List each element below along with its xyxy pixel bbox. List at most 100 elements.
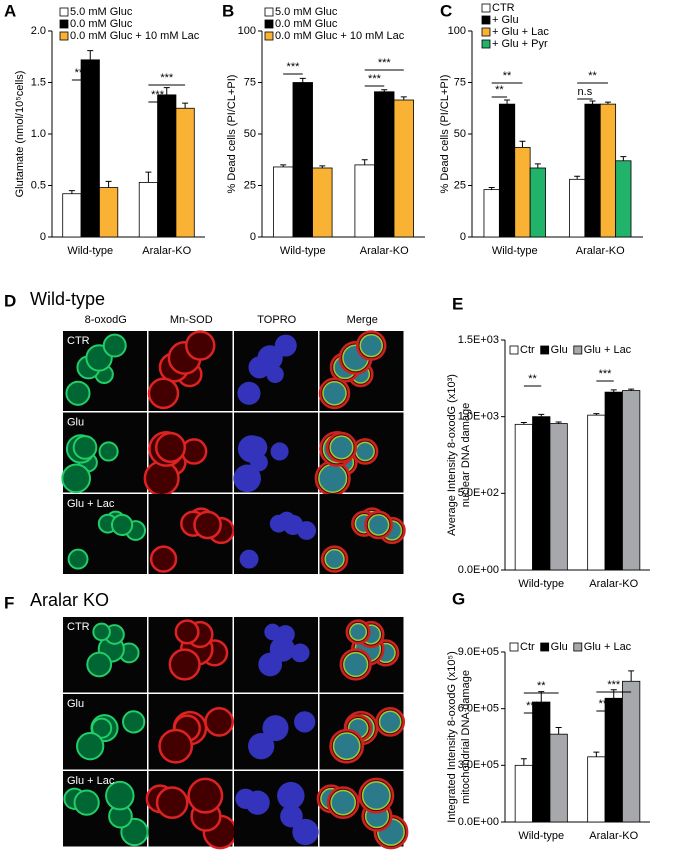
bar [514,146,531,238]
cell [264,623,281,641]
y-tick-label: 0.0E+00 [458,816,499,828]
cell [343,651,369,678]
significance-label: *** [287,61,301,73]
error-bar [488,187,495,190]
bar [529,167,546,238]
significance-label: *** [378,57,392,69]
bar [532,416,551,571]
y-tick-label: 5.0E+02 [458,487,499,499]
legend-swatch [481,15,491,25]
column-header: Merge [347,314,378,326]
cell [102,333,127,358]
y-tick-label: 6.0E+05 [458,703,499,715]
cell [332,732,361,761]
y-tick-label: 100 [448,25,466,37]
y-tick-label: 50 [244,128,256,140]
legend-label: + Glu + Pyr [492,38,548,50]
cell [244,436,268,459]
cell [292,818,319,846]
significance-label: ** [503,70,512,82]
significance-label: *** [599,698,613,710]
cell [122,710,146,734]
x-tick-label: Aralar-KO [142,245,191,257]
error-bar [604,101,611,105]
row-label: Glu + Lac [67,775,115,787]
error-bar [280,164,287,167]
row-label: CTR [67,335,90,347]
legend-swatch [59,7,69,17]
y-tick-label: 75 [244,76,256,88]
bar [622,390,641,571]
panel-title: Aralar KO [30,590,109,610]
error-bar [319,165,326,168]
cell [276,625,295,644]
bar [483,189,500,238]
legend-label: 0.0 mM Gluc + 10 mM Lac [275,30,405,42]
panel-title: Wild-type [30,289,105,309]
panel-letter: E [452,294,463,313]
error-bar [628,388,635,391]
legend-label: + Glu [492,14,519,26]
significance-label: *** [607,679,621,691]
bar [99,187,119,238]
significance-label: *** [368,73,382,85]
bar [62,193,82,238]
bar [587,414,606,571]
cell [258,652,283,677]
bar [498,103,516,238]
x-tick-label: Wild-type [280,245,326,257]
error-bar [381,89,388,92]
cell [361,781,391,811]
panel-letter: F [4,593,14,612]
significance-label: ** [537,680,546,692]
row-label: CTR [67,621,90,633]
cell [91,717,113,739]
error-bar [504,99,511,105]
error-bar [589,100,596,105]
legend-swatch [540,642,550,652]
y-axis-label: % Dead cells (PI/CL+PI) [226,75,238,194]
cell [318,463,348,493]
cell [185,330,216,361]
legend-label: Ctr [520,641,535,653]
bar [569,178,586,238]
cell [155,786,189,820]
error-bar [610,389,617,393]
bar [175,107,195,238]
bar [273,166,294,238]
cell [367,514,390,536]
y-tick-label: 1.0E+03 [458,411,499,423]
cell [282,514,304,536]
cell [168,648,201,681]
significance-label: *** [151,89,165,101]
cell [257,345,283,371]
legend-swatch [59,19,69,29]
legend-label: 0.0 mM Gluc [70,18,133,30]
cell [73,789,100,816]
y-tick-label: 9.0E+05 [458,646,499,658]
y-tick-label: 0.0E+00 [458,564,499,576]
panel-letter: G [452,589,465,608]
cell [248,733,275,760]
bar [393,99,414,238]
cell [180,438,208,465]
cell [269,514,288,533]
y-axis-label: Glutamate (nmol/10⁵cells) [14,71,26,198]
cell [193,510,222,540]
error-bar [520,758,527,766]
row-label: Glu [67,416,84,428]
bar [549,423,568,571]
cell [322,381,347,406]
significance-label: *** [75,67,89,79]
panel-letter: C [440,1,452,20]
cell [67,548,89,570]
legend-swatch [573,345,583,355]
error-bar [163,87,170,95]
cell [174,619,200,645]
bar [292,82,313,238]
y-axis-label: Integrated Intensity 8-oxodG (x10⁵) [446,651,458,822]
bar [587,756,606,823]
error-bar [534,163,541,168]
y-tick-label: 1.0 [31,128,46,140]
legend-label: 5.0 mM Gluc [70,6,133,18]
